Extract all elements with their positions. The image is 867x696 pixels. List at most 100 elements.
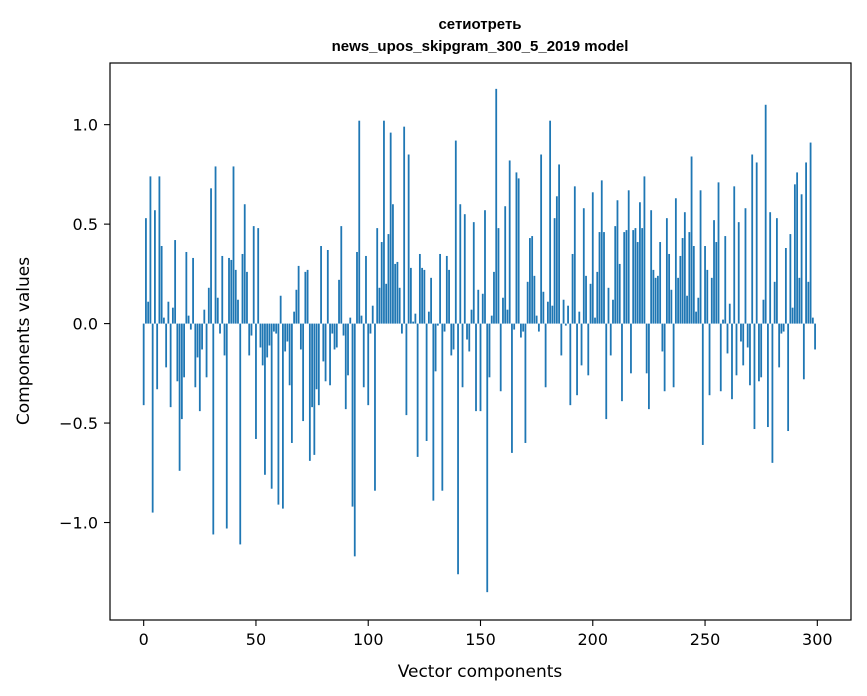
- bar-186: [560, 323, 563, 356]
- bar-191: [571, 253, 574, 324]
- bar-276: [762, 299, 765, 324]
- bar-30: [210, 188, 212, 324]
- bar-140: [457, 323, 459, 575]
- bar-124: [421, 267, 424, 324]
- bar-171: [526, 281, 529, 324]
- bar-267: [742, 323, 745, 366]
- bar-175: [535, 315, 538, 324]
- bar-113: [396, 261, 399, 324]
- chart-title-line-1: сетиотреть: [438, 16, 521, 33]
- bar-32: [214, 166, 217, 324]
- bar-228: [654, 277, 657, 324]
- bar-194: [578, 311, 581, 324]
- bar-19: [185, 251, 188, 324]
- bar-190: [569, 323, 572, 406]
- bar-158: [497, 228, 500, 324]
- bar-178: [542, 291, 545, 324]
- bar-225: [648, 323, 650, 410]
- bar-70: [299, 323, 302, 350]
- bar-162: [506, 309, 509, 324]
- bar-98: [362, 323, 365, 388]
- bar-119: [409, 267, 412, 324]
- bar-180: [546, 301, 549, 324]
- bar-152: [484, 210, 486, 324]
- bar-73: [306, 269, 309, 324]
- bar-61: [279, 295, 282, 324]
- bar-148: [475, 323, 477, 412]
- bar-278: [767, 323, 769, 428]
- bar-29: [207, 287, 210, 324]
- bar-212: [618, 263, 621, 324]
- bar-40: [232, 166, 235, 324]
- x-axis-ticks: 0 50 100 150 200 250 300: [139, 620, 833, 649]
- bar-218: [632, 230, 635, 324]
- bar-161: [504, 206, 507, 324]
- bar-169: [522, 323, 525, 332]
- bar-10: [165, 323, 168, 368]
- bar-284: [780, 323, 783, 334]
- bar-27: [203, 309, 206, 324]
- bar-261: [728, 303, 731, 324]
- bar-103: [374, 323, 376, 491]
- bar-115: [401, 323, 403, 334]
- bar-4: [151, 323, 154, 513]
- bar-201: [594, 317, 596, 324]
- bar-226: [650, 210, 653, 324]
- bar-271: [751, 154, 754, 324]
- bar-76: [313, 323, 316, 455]
- bar-118: [407, 154, 410, 324]
- bar-24: [196, 323, 199, 358]
- bar-85: [333, 323, 336, 350]
- bar-164: [511, 323, 513, 453]
- bar-266: [740, 323, 742, 342]
- bar-139: [454, 140, 457, 324]
- bar-20: [187, 315, 190, 324]
- bar-230: [659, 242, 662, 324]
- bar-181: [549, 120, 552, 324]
- bar-109: [387, 234, 390, 324]
- bar-41: [234, 269, 237, 324]
- bar-56: [268, 323, 271, 346]
- bar-111: [392, 204, 394, 324]
- bar-122: [416, 323, 419, 457]
- bar-217: [630, 323, 632, 374]
- bar-283: [778, 323, 781, 368]
- bar-246: [695, 311, 697, 324]
- bar-6: [156, 323, 159, 390]
- bar-5: [154, 210, 156, 324]
- bar-0: [142, 323, 145, 406]
- bar-134: [443, 323, 446, 332]
- bar-92: [349, 317, 352, 324]
- bar-108: [385, 283, 388, 324]
- x-tick-label: 0: [139, 630, 149, 649]
- bar-7: [158, 176, 161, 324]
- bar-135: [445, 255, 448, 324]
- bar-117: [405, 323, 408, 416]
- bar-78: [317, 323, 320, 406]
- bar-197: [585, 275, 587, 324]
- bar-59: [275, 323, 278, 334]
- bar-165: [513, 323, 516, 330]
- bar-275: [760, 323, 763, 378]
- bar-268: [744, 208, 747, 324]
- bar-123: [418, 253, 421, 324]
- bar-204: [600, 180, 603, 324]
- bar-34: [219, 323, 221, 334]
- bar-242: [686, 295, 688, 324]
- bar-214: [623, 232, 626, 324]
- bar-141: [459, 204, 462, 324]
- bar-2: [147, 301, 150, 324]
- bar-55: [266, 323, 269, 358]
- bar-36: [223, 323, 226, 356]
- bar-136: [448, 269, 450, 324]
- bar-189: [567, 305, 569, 324]
- bar-274: [758, 323, 760, 382]
- bar-235: [670, 289, 673, 324]
- bar-264: [735, 323, 738, 376]
- bar-292: [798, 277, 801, 324]
- bar-200: [591, 192, 594, 324]
- bar-281: [773, 281, 776, 324]
- bar-232: [663, 323, 666, 392]
- bar-132: [439, 253, 441, 324]
